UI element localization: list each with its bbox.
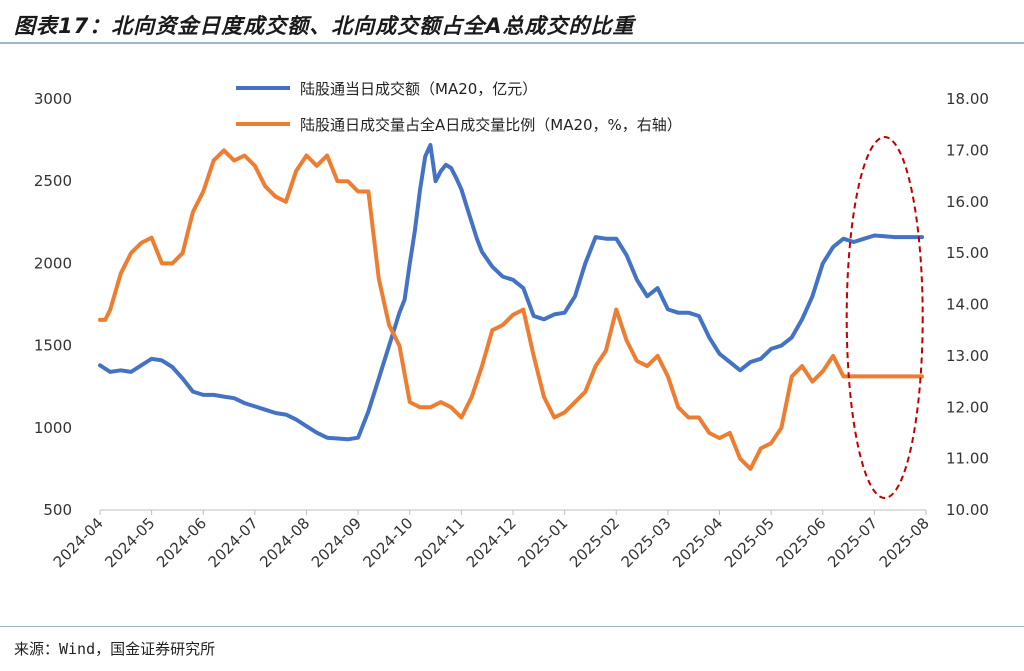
source-note: 来源：Wind，国金证券研究所 <box>14 640 216 658</box>
x-tick-label: 2024-10 <box>360 514 417 571</box>
x-tick-label: 2025-05 <box>721 514 778 571</box>
legend-label: 陆股通当日成交额（MA20，亿元） <box>300 80 537 98</box>
header: 图表17：北向资金日度成交额、北向成交额占全A总成交的比重 <box>0 0 1024 44</box>
x-tick-label: 2024-06 <box>153 514 210 571</box>
highlight-ellipse <box>845 136 924 499</box>
series-line-ratio <box>98 148 924 471</box>
y-right-tick-label: 14.00 <box>946 296 989 314</box>
y-right-tick-label: 17.00 <box>946 141 989 159</box>
x-tick-label: 2025-08 <box>876 514 933 571</box>
y-left-tick-label: 3000 <box>34 90 72 108</box>
y-left-tick-label: 500 <box>43 501 72 519</box>
x-tick-label: 2024-05 <box>101 514 158 571</box>
x-tick-label: 2024-08 <box>256 514 313 571</box>
legend-label: 陆股通日成交量占全A日成交量比例（MA20，%，右轴） <box>300 116 682 134</box>
line-chart: 500 1000 1500 2000 2500 3000 10.00 11.00 12.00 13… <box>34 80 989 571</box>
x-tick-label: 2025-07 <box>824 514 881 571</box>
x-tick-label: 2024-04 <box>50 514 107 571</box>
x-tick-label: 2025-02 <box>566 514 623 571</box>
y-right-tick-label: 16.00 <box>946 193 989 211</box>
y-right-tick-label: 12.00 <box>946 398 989 416</box>
x-tick-label: 2025-01 <box>514 514 571 571</box>
chart-title: 图表17：北向资金日度成交额、北向成交额占全A总成交的比重 <box>14 14 635 38</box>
series-line-turnover <box>98 143 924 442</box>
y-right-tick-label: 11.00 <box>946 450 989 468</box>
y-right-tick-label: 10.00 <box>946 501 989 519</box>
x-tick-label: 2024-11 <box>411 514 468 571</box>
x-tick-label: 2024-09 <box>308 514 365 571</box>
y-left-tick-label: 2500 <box>34 172 72 190</box>
title-divider <box>0 42 1024 44</box>
y-right-tick-label: 18.00 <box>946 90 989 108</box>
x-tick-label: 2024-07 <box>205 514 262 571</box>
y-left-tick-label: 2000 <box>34 254 72 272</box>
x-tick-label: 2024-12 <box>463 514 520 571</box>
x-tick-label: 2025-03 <box>618 514 675 571</box>
x-tick-label: 2025-06 <box>773 514 830 571</box>
y-right-tick-label: 13.00 <box>946 347 989 365</box>
footer-divider <box>0 626 1024 627</box>
y-right-tick-label: 15.00 <box>946 244 989 262</box>
x-tick-label: 2025-04 <box>669 514 726 571</box>
y-left-tick-label: 1500 <box>34 337 72 355</box>
y-left-tick-label: 1000 <box>34 419 72 437</box>
